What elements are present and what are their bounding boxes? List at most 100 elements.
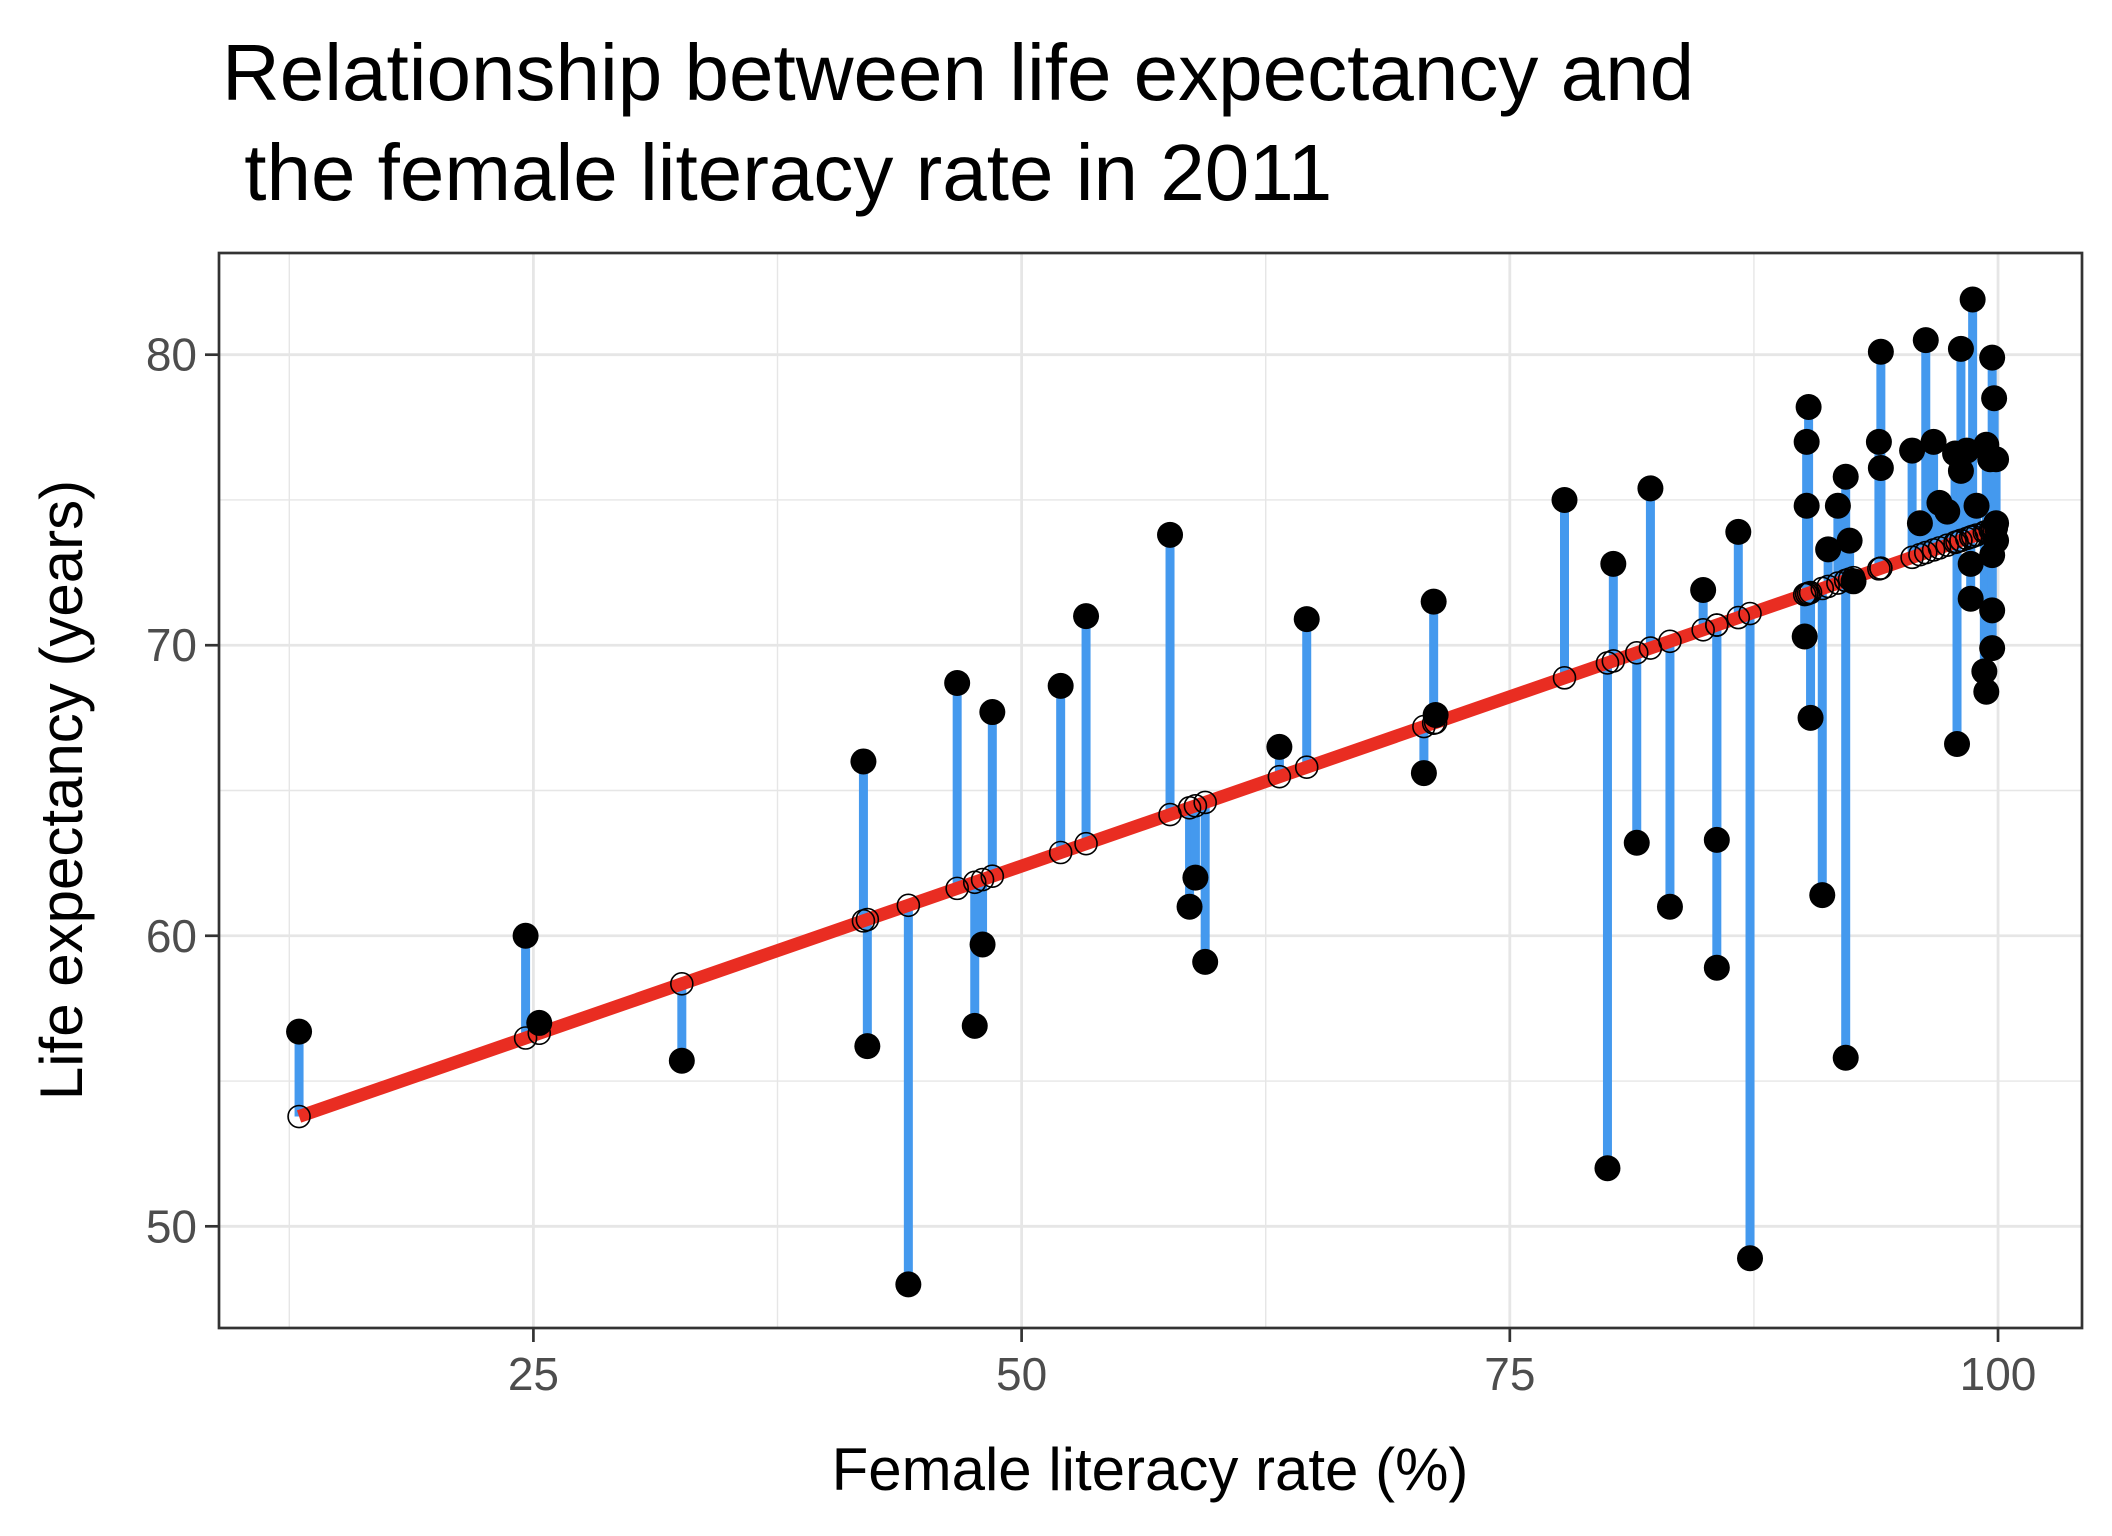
data-point <box>1594 1155 1621 1182</box>
data-point <box>1983 527 2010 554</box>
data-point <box>1791 623 1818 650</box>
y-axis-title: Life expectancy (years) <box>28 480 95 1100</box>
grid-major <box>219 253 2082 1328</box>
fitted-markers <box>287 516 2008 1129</box>
data-point <box>1656 893 1683 920</box>
fitted-value-marker <box>1183 793 1208 818</box>
fitted-value-marker <box>1691 617 1715 642</box>
data-point <box>1973 678 2000 705</box>
data-point <box>1176 893 1203 920</box>
y-tick-label: 50 <box>146 1200 197 1252</box>
data-point <box>1410 760 1437 787</box>
data-point <box>1963 492 1990 519</box>
data-point <box>1934 498 1961 525</box>
fitted-value-marker <box>513 1026 538 1050</box>
data-point <box>1947 335 1974 362</box>
data-point <box>979 699 1006 726</box>
x-tick-label: 100 <box>1960 1348 2037 1400</box>
fitted-value-marker <box>1267 764 1292 789</box>
chart-title-line-2: the female literacy rate in 2011 <box>222 128 1332 217</box>
data-point <box>1840 568 1867 595</box>
data-point <box>1637 475 1664 502</box>
data-point <box>969 931 996 958</box>
data-point <box>850 748 877 775</box>
grid-minor <box>219 253 2082 1328</box>
data-point <box>1422 701 1449 728</box>
data-point <box>1979 344 2006 371</box>
data-point <box>1073 603 1100 630</box>
data-point <box>1832 1044 1859 1071</box>
data-point <box>854 1033 881 1060</box>
data-point <box>1832 463 1859 490</box>
data-point <box>1957 585 1984 612</box>
fitted-value-marker <box>896 893 921 918</box>
fitted-value-marker <box>1074 831 1098 856</box>
fitted-value-marker <box>1816 574 1840 599</box>
data-point <box>1703 826 1730 853</box>
data-point <box>1690 577 1717 604</box>
data-point <box>1600 550 1627 577</box>
data-point <box>1959 286 1986 313</box>
x-tick-label: 25 <box>508 1348 559 1400</box>
data-point <box>1979 597 2006 624</box>
observed-points <box>286 286 2010 1298</box>
fitted-value-marker <box>1624 640 1649 665</box>
fitted-value-marker <box>1658 629 1682 654</box>
data-point <box>1293 606 1320 633</box>
x-tick-label: 75 <box>1484 1348 1535 1400</box>
data-point <box>1809 882 1836 909</box>
data-point <box>1623 829 1650 856</box>
x-tick-label: 50 <box>996 1348 1047 1400</box>
data-point <box>1981 385 2008 412</box>
x-axis: 25 50 75 100 <box>508 1328 2037 1400</box>
data-point <box>1420 588 1447 615</box>
plot-panel <box>217 251 2084 1330</box>
y-tick-label: 70 <box>146 619 197 671</box>
data-point <box>961 1012 988 1039</box>
data-point <box>1867 455 1894 481</box>
data-point <box>1795 393 1822 420</box>
data-point <box>1793 492 1820 519</box>
data-point <box>944 670 971 696</box>
fitted-value-marker <box>1193 790 1217 815</box>
chart-title-line-1: Relationship between life expectancy and <box>222 28 1694 117</box>
fitted-value-marker <box>1798 580 1823 605</box>
fitted-value-marker <box>980 864 1005 888</box>
data-point <box>1047 672 1074 699</box>
data-point <box>1737 1245 1764 1272</box>
fitted-value-marker <box>287 1104 311 1129</box>
fitted-value-marker <box>1869 556 1893 580</box>
data-point <box>1947 457 1974 484</box>
data-point <box>1797 704 1824 731</box>
data-point <box>1815 536 1842 563</box>
fitted-value-marker <box>1705 613 1729 637</box>
fitted-value-marker <box>1048 840 1073 865</box>
data-point <box>1944 731 1971 758</box>
data-point <box>1983 446 2010 473</box>
data-point <box>1912 327 1939 354</box>
data-point <box>1865 428 1892 455</box>
data-point <box>1266 733 1293 760</box>
data-point <box>1703 954 1730 981</box>
data-point <box>1793 428 1820 455</box>
y-tick-label: 80 <box>146 329 197 381</box>
data-point <box>1192 948 1219 975</box>
fitted-value-marker <box>970 867 995 892</box>
fitted-value-marker <box>1726 605 1751 630</box>
fitted-value-marker <box>1552 666 1577 690</box>
fitted-value-marker <box>1601 649 1626 673</box>
data-point <box>1971 658 1998 685</box>
data-point <box>286 1018 313 1045</box>
y-tick-label: 60 <box>146 910 197 962</box>
data-point <box>526 1009 553 1036</box>
panel-border <box>217 251 2084 1330</box>
fitted-value-marker <box>855 907 880 932</box>
data-point <box>1725 518 1752 545</box>
data-point <box>1953 437 1980 464</box>
y-axis: 50 60 70 80 <box>146 329 219 1252</box>
data-point <box>1920 428 1947 455</box>
data-point <box>668 1047 695 1074</box>
data-point <box>1157 521 1184 548</box>
data-point <box>1867 338 1894 365</box>
